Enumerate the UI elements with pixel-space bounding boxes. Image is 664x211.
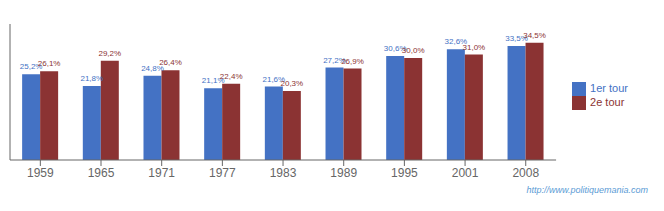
svg-text:22,4%: 22,4% xyxy=(220,72,243,81)
svg-text:21,8%: 21,8% xyxy=(80,74,103,83)
svg-text:1977: 1977 xyxy=(209,166,236,180)
svg-text:21,6%: 21,6% xyxy=(262,74,286,84)
svg-text:27,2%: 27,2% xyxy=(323,55,346,65)
svg-text:21,1%: 21,1% xyxy=(201,76,225,86)
svg-text:1959: 1959 xyxy=(27,166,54,180)
svg-text:2008: 2008 xyxy=(512,166,539,180)
svg-text:24,8%: 24,8% xyxy=(141,63,164,73)
svg-text:30,6%: 30,6% xyxy=(383,44,407,53)
svg-text:2001: 2001 xyxy=(452,166,479,180)
svg-text:26,4%: 26,4% xyxy=(159,58,182,67)
html-text:2e tour: 2e tour xyxy=(590,96,625,108)
html-text:http://www.politiquemania.com: http://www.politiquemania.com xyxy=(526,185,648,195)
svg-text:25,2%: 25,2% xyxy=(19,62,43,72)
svg-text:34,5%: 34,5% xyxy=(523,31,546,40)
svg-text:1983: 1983 xyxy=(270,166,297,180)
html-text:1er tour: 1er tour xyxy=(590,81,628,94)
svg-text:26,9%: 26,9% xyxy=(341,57,364,66)
svg-text:31,0%: 31,0% xyxy=(463,43,486,52)
svg-text:1995: 1995 xyxy=(391,166,418,180)
svg-text:20,3%: 20,3% xyxy=(280,79,303,88)
svg-text:29,2%: 29,2% xyxy=(98,49,121,58)
svg-text:1971: 1971 xyxy=(148,166,175,180)
svg-text:32,6%: 32,6% xyxy=(444,37,468,47)
svg-text:1965: 1965 xyxy=(88,166,115,180)
svg-text:1989: 1989 xyxy=(330,166,357,180)
svg-text:26,1%: 26,1% xyxy=(38,59,61,68)
svg-text:33,5%: 33,5% xyxy=(505,34,528,44)
svg-text:30,0%: 30,0% xyxy=(402,46,425,55)
